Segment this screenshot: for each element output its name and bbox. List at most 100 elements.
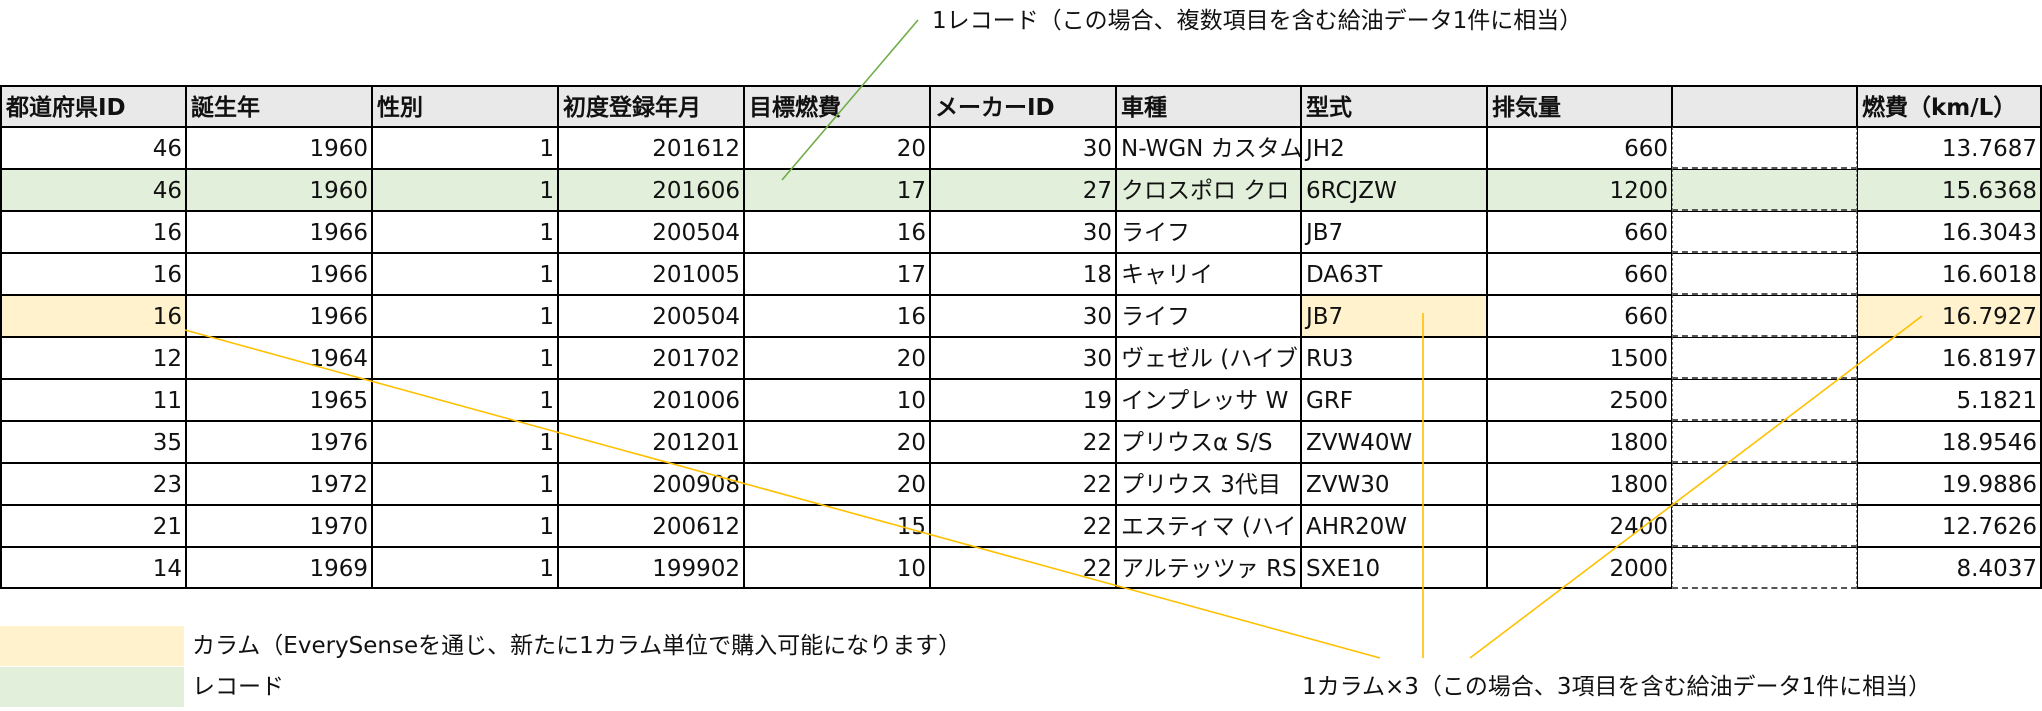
cell-displacement: 2500 <box>1487 379 1672 421</box>
cell-birth-year: 1966 <box>186 253 372 295</box>
cell-model-code: JH2 <box>1301 127 1487 169</box>
cell-target-fuel: 17 <box>744 169 930 211</box>
cell-fuel-economy: 19.9886 <box>1857 463 2042 505</box>
cell-maker-id: 22 <box>930 421 1116 463</box>
cell-blank <box>1672 295 1857 337</box>
cell-displacement: 1200 <box>1487 169 1672 211</box>
cell-fuel-economy: 15.6368 <box>1857 169 2042 211</box>
cell-model-code: ZVW30 <box>1301 463 1487 505</box>
cell-displacement: 660 <box>1487 253 1672 295</box>
cell-prefecture-id: 14 <box>0 547 186 589</box>
cell-gender: 1 <box>372 463 558 505</box>
legend-column-label: カラム（EverySenseを通じ、新たに1カラム単位で購入可能になります） <box>192 633 962 659</box>
legend-record-swatch <box>0 667 184 707</box>
cell-first-registration: 200504 <box>558 211 744 253</box>
cell-maker-id: 30 <box>930 295 1116 337</box>
cell-maker-id: 22 <box>930 463 1116 505</box>
cell-maker-id: 30 <box>930 337 1116 379</box>
cell-displacement: 1800 <box>1487 463 1672 505</box>
header-gender: 性別 <box>372 85 558 127</box>
cell-gender: 1 <box>372 295 558 337</box>
cell-displacement: 2000 <box>1487 547 1672 589</box>
cell-first-registration: 200908 <box>558 463 744 505</box>
cell-first-registration: 201005 <box>558 253 744 295</box>
cell-birth-year: 1966 <box>186 295 372 337</box>
cell-blank <box>1672 379 1857 421</box>
cell-prefecture-id: 35 <box>0 421 186 463</box>
cell-displacement: 660 <box>1487 295 1672 337</box>
header-fuel-economy: 燃費（km/L） <box>1857 85 2042 127</box>
cell-prefecture-id: 46 <box>0 169 186 211</box>
header-prefecture-id: 都道府県ID <box>0 85 186 127</box>
header-blank <box>1672 85 1857 127</box>
cell-target-fuel: 10 <box>744 547 930 589</box>
cell-fuel-economy: 16.3043 <box>1857 211 2042 253</box>
cell-fuel-economy: 16.7927 <box>1857 295 2042 337</box>
cell-car-model: クロスポロ クロ <box>1116 169 1301 211</box>
cell-maker-id: 18 <box>930 253 1116 295</box>
cell-fuel-economy: 18.9546 <box>1857 421 2042 463</box>
legend-record-label: レコード <box>192 674 284 700</box>
cell-blank <box>1672 337 1857 379</box>
cell-blank <box>1672 463 1857 505</box>
cell-gender: 1 <box>372 505 558 547</box>
column-annotation: 1カラム×3（この場合、3項目を含む給油データ1件に相当） <box>1302 674 1932 700</box>
cell-model-code: SXE10 <box>1301 547 1487 589</box>
cell-target-fuel: 20 <box>744 463 930 505</box>
cell-gender: 1 <box>372 211 558 253</box>
cell-birth-year: 1965 <box>186 379 372 421</box>
cell-target-fuel: 20 <box>744 337 930 379</box>
cell-car-model: プリウス 3代目 <box>1116 463 1301 505</box>
cell-model-code: AHR20W <box>1301 505 1487 547</box>
cell-model-code: RU3 <box>1301 337 1487 379</box>
cell-blank <box>1672 169 1857 211</box>
cell-fuel-economy: 5.1821 <box>1857 379 2042 421</box>
cell-car-model: エスティマ (ハイ <box>1116 505 1301 547</box>
cell-prefecture-id: 16 <box>0 253 186 295</box>
cell-maker-id: 19 <box>930 379 1116 421</box>
cell-fuel-economy: 13.7687 <box>1857 127 2042 169</box>
cell-car-model: ライフ <box>1116 211 1301 253</box>
cell-blank <box>1672 253 1857 295</box>
cell-target-fuel: 20 <box>744 127 930 169</box>
cell-car-model: アルテッツァ RS <box>1116 547 1301 589</box>
cell-birth-year: 1966 <box>186 211 372 253</box>
cell-gender: 1 <box>372 253 558 295</box>
cell-gender: 1 <box>372 127 558 169</box>
cell-maker-id: 27 <box>930 169 1116 211</box>
cell-model-code: JB7 <box>1301 211 1487 253</box>
cell-target-fuel: 20 <box>744 421 930 463</box>
cell-model-code: 6RCJZW <box>1301 169 1487 211</box>
cell-birth-year: 1970 <box>186 505 372 547</box>
cell-fuel-economy: 16.8197 <box>1857 337 2042 379</box>
cell-gender: 1 <box>372 379 558 421</box>
cell-blank <box>1672 211 1857 253</box>
cell-first-registration: 201612 <box>558 127 744 169</box>
cell-target-fuel: 15 <box>744 505 930 547</box>
cell-car-model: N-WGN カスタム <box>1116 127 1301 169</box>
cell-gender: 1 <box>372 337 558 379</box>
cell-displacement: 1800 <box>1487 421 1672 463</box>
cell-displacement: 1500 <box>1487 337 1672 379</box>
cell-displacement: 660 <box>1487 127 1672 169</box>
cell-car-model: キャリイ <box>1116 253 1301 295</box>
header-birth-year: 誕生年 <box>186 85 372 127</box>
cell-model-code: ZVW40W <box>1301 421 1487 463</box>
cell-model-code: JB7 <box>1301 295 1487 337</box>
cell-model-code: GRF <box>1301 379 1487 421</box>
cell-first-registration: 200612 <box>558 505 744 547</box>
cell-first-registration: 201606 <box>558 169 744 211</box>
cell-prefecture-id: 11 <box>0 379 186 421</box>
cell-prefecture-id: 21 <box>0 505 186 547</box>
cell-gender: 1 <box>372 169 558 211</box>
cell-first-registration: 201006 <box>558 379 744 421</box>
cell-birth-year: 1960 <box>186 127 372 169</box>
cell-first-registration: 200504 <box>558 295 744 337</box>
cell-gender: 1 <box>372 421 558 463</box>
cell-blank <box>1672 127 1857 169</box>
cell-birth-year: 1964 <box>186 337 372 379</box>
cell-fuel-economy: 8.4037 <box>1857 547 2042 589</box>
header-maker-id: メーカーID <box>930 85 1116 127</box>
cell-birth-year: 1976 <box>186 421 372 463</box>
